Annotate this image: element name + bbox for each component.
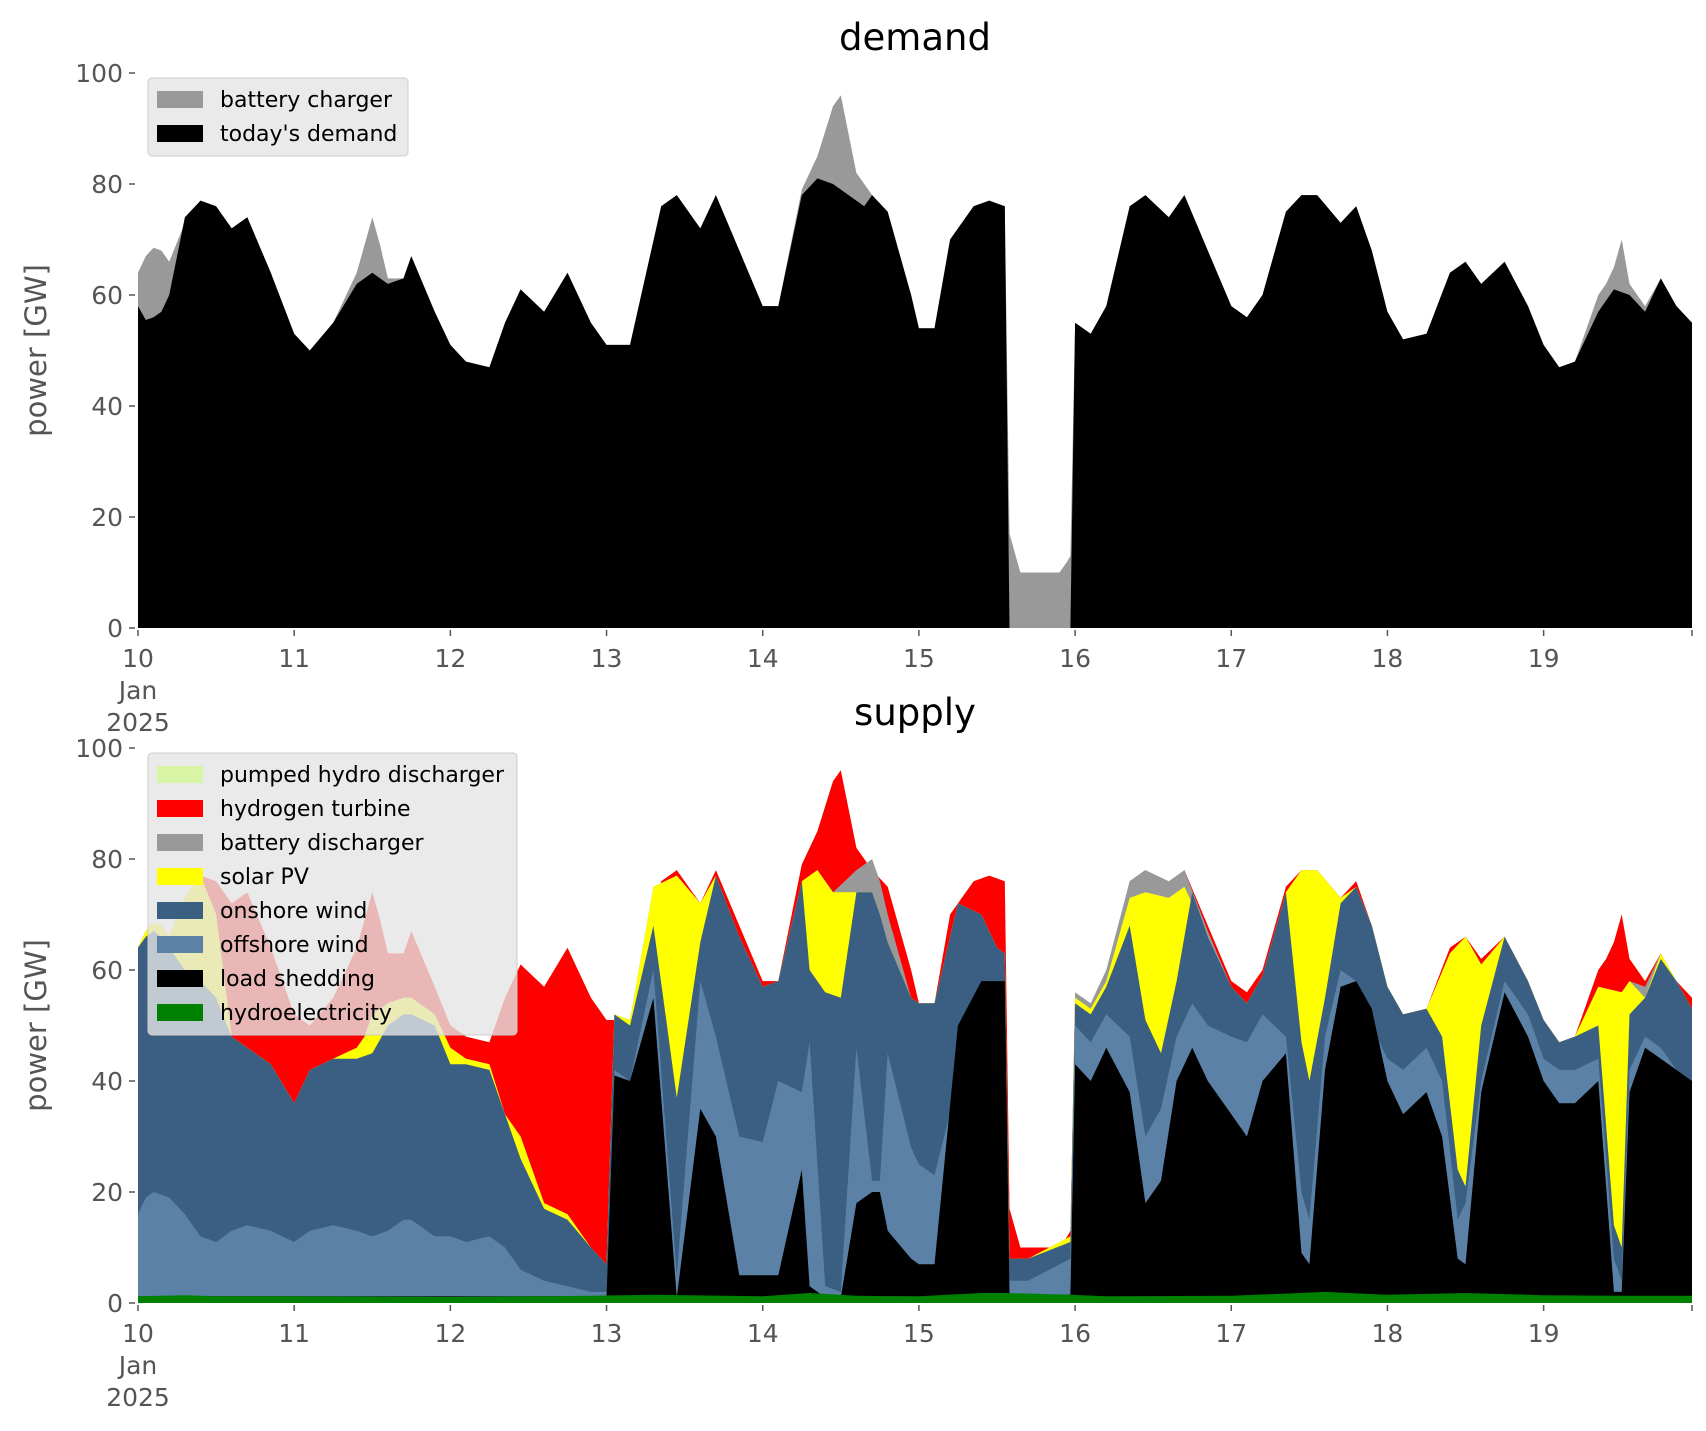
legend-label: pumped hydro discharger [220,763,505,788]
x-tick-label: 17 [1215,644,1247,673]
supply-chart: supply power [GW] 0 20 40 60 80 100 10 Jan 2025 11 1… [19,691,1693,1412]
legend-label: battery discharger [220,831,425,856]
x-tick-label: 17 [1215,1319,1247,1348]
x-tick-label: 15 [903,1319,935,1348]
area-offshore-wind [138,970,1692,1303]
legend-item-load-shedding: load shedding [157,967,375,992]
x-tick-label: 18 [1372,644,1404,673]
legend-swatch [157,902,203,919]
legend: battery charger today's demand [147,77,409,157]
x-tick-label: 2025 [106,708,170,737]
legend-label: solar PV [220,865,309,890]
area-onshore-wind [138,875,1692,1303]
legend-box [147,752,518,1036]
x-tick-label: 10 [122,644,154,673]
chart-title: demand [839,16,991,59]
y-axis-label: power [GW] [19,939,53,1112]
area-today-s-demand [138,178,1692,628]
y-tick-label: 20 [91,1178,123,1207]
x-tick-label: 16 [1059,1319,1091,1348]
y-tick-label: 20 [91,503,123,532]
y-tick-label: 0 [107,614,123,643]
area-hydroelectricity [138,1291,1692,1303]
x-tick-label: 11 [278,644,310,673]
legend-swatch [157,936,203,953]
y-tick-label: 0 [107,1289,123,1318]
x-tick-label: 13 [591,1319,623,1348]
chart-title: supply [854,691,976,734]
legend-label: hydroelectricity [220,1001,392,1026]
legend-swatch [157,766,203,783]
x-tick-label: Jan [117,676,158,705]
y-tick-label: 40 [91,1067,123,1096]
legend-swatch [157,970,203,987]
y-tick-label: 100 [75,59,123,88]
x-tick-label: Jan [117,1351,158,1380]
x-tick-label: 19 [1528,1319,1560,1348]
legend-label: onshore wind [220,899,367,924]
x-tick-label: 18 [1372,1319,1404,1348]
y-tick-label: 80 [91,845,123,874]
legend-label: load shedding [220,967,375,992]
y-tick-label: 60 [91,956,123,985]
legend-label: today's demand [220,122,397,147]
x-tick-label: 10 [122,1319,154,1348]
x-tick-label: 12 [434,1319,466,1348]
legend-item-today-s-demand: today's demand [157,122,397,147]
x-tick-label: 11 [278,1319,310,1348]
legend-item-solar-pv: solar PV [157,865,309,890]
y-tick-label: 40 [91,392,123,421]
legend-item-hydroelectricity: hydroelectricity [157,1001,392,1026]
y-tick-label: 100 [75,734,123,763]
legend-item-battery-charger: battery charger [157,88,393,113]
y-tick-label: 60 [91,281,123,310]
legend-item-offshore-wind: offshore wind [157,933,369,958]
legend-swatch [157,868,203,885]
legend-swatch [157,125,203,142]
x-tick-label: 14 [747,1319,779,1348]
x-tick-label: 2025 [106,1383,170,1412]
legend-box [147,77,409,157]
legend-item-hydrogen-turbine: hydrogen turbine [157,797,411,822]
x-tick-label: 13 [591,644,623,673]
y-axis-label: power [GW] [19,264,53,437]
legend-swatch [157,1004,203,1021]
legend-label: hydrogen turbine [220,797,411,822]
legend-item-onshore-wind: onshore wind [157,899,367,924]
y-tick-label: 80 [91,170,123,199]
legend: pumped hydro discharger hydrogen turbine b… [147,752,518,1036]
x-tick-label: 12 [434,644,466,673]
legend-swatch [157,91,203,108]
legend-item-pumped-hydro-discharger: pumped hydro discharger [157,763,505,788]
x-tick-label: 19 [1528,644,1560,673]
legend-swatch [157,834,203,851]
demand-chart: demand power [GW] 0 20 40 60 80 100 10 Jan 2025 11 1… [19,16,1693,737]
x-tick-label: 16 [1059,644,1091,673]
x-tick-label: 15 [903,644,935,673]
area-load-shedding [138,981,1692,1303]
legend-label: battery charger [220,88,393,113]
legend-swatch [157,800,203,817]
x-tick-label: 14 [747,644,779,673]
legend-item-battery-discharger: battery discharger [157,831,425,856]
legend-label: offshore wind [220,933,369,958]
